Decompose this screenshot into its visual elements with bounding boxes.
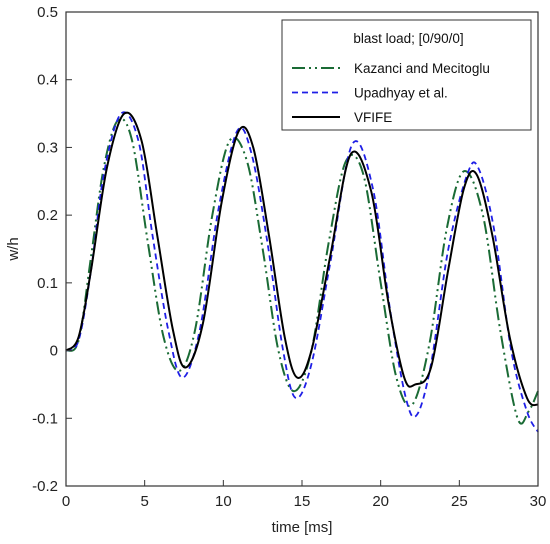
x-tick-label: 0 [62,493,70,510]
y-tick-label: 0.3 [37,139,58,156]
x-tick-label: 25 [451,493,468,510]
y-tick-label: -0.1 [32,410,58,427]
series-line-2 [65,111,539,407]
plot-marks [65,111,539,433]
x-tick-label: 10 [215,493,232,510]
x-axis-title: time [ms] [272,519,333,536]
y-tick-label: -0.2 [32,478,58,495]
legend: blast load; [0/90/0] Kazanci and Mecitog… [281,19,532,131]
legend-title: blast load; [0/90/0] [353,31,463,46]
x-tick-label: 15 [294,493,311,510]
legend-label-0: Kazanci and Mecitoglu [354,61,490,76]
legend-label-2: VFIFE [354,110,392,125]
y-tick-label: 0.5 [37,4,58,21]
y-axis-title: w/h [5,237,22,261]
series-line-0 [65,117,539,425]
y-tick-label: 0.1 [37,275,58,292]
x-tick-label: 5 [140,493,148,510]
x-tick-label: 20 [372,493,389,510]
legend-label-1: Upadhyay et al. [354,86,448,101]
legend-box [281,19,532,131]
axis-ticks: 0 5 10 15 20 25 30 -0.2 -0.1 0 0.1 0.2 0.3 0.4 0.5 [32,4,546,510]
y-tick-label: 0.4 [37,72,58,89]
x-tick-label: 30 [530,493,547,510]
y-tick-label: 0 [50,343,58,360]
y-tick-label: 0.2 [37,207,58,224]
